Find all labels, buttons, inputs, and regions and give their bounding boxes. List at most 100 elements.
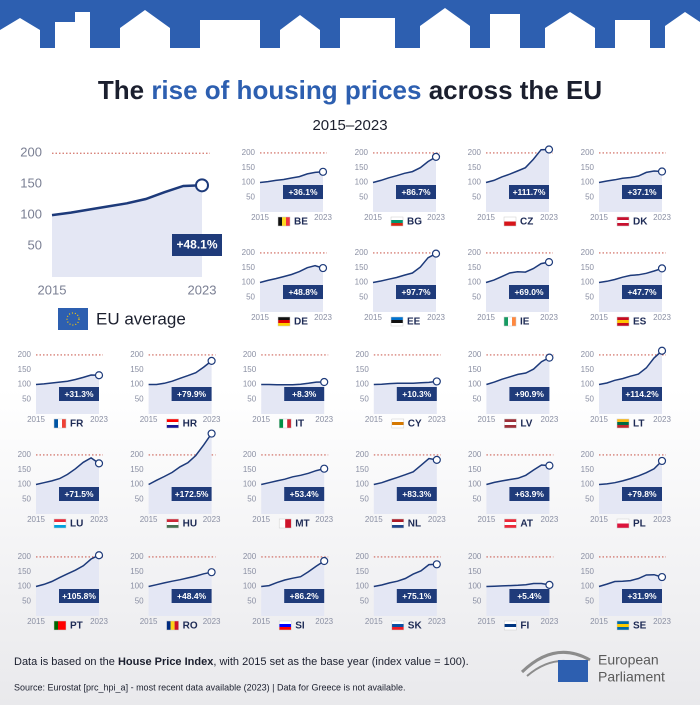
flag-stripe: [617, 425, 629, 428]
chart-name: CY: [408, 419, 422, 430]
y-tick-label: 200: [242, 248, 256, 257]
eu-flag: [58, 308, 88, 330]
ep-logo: European Parliament: [520, 650, 665, 685]
flag-stripe: [617, 519, 629, 524]
growth-label: +79.9%: [177, 389, 207, 399]
chart-name: CZ: [520, 217, 533, 228]
flag-stripe: [58, 419, 62, 428]
growth-box: [59, 387, 99, 401]
flag-stripe: [54, 419, 58, 428]
growth-box: [59, 589, 99, 603]
x-tick-label: 2015: [38, 282, 67, 297]
line: [598, 267, 663, 284]
flag-stripe: [166, 525, 179, 528]
y-tick-label: 150: [130, 567, 144, 576]
y-tick-label: 50: [585, 596, 594, 605]
x-tick-label: 2023: [428, 515, 446, 524]
x-tick-label: 2015: [477, 313, 495, 322]
flag-border: [504, 620, 517, 631]
flag-stripe: [54, 519, 66, 522]
y-tick-label: 150: [468, 567, 482, 576]
flag-stripe: [504, 624, 517, 627]
flag-stripe: [617, 419, 629, 422]
x-tick-label: 2023: [90, 515, 108, 524]
flag-border: [616, 316, 630, 327]
flag-border: [166, 418, 179, 429]
flag-stripe: [617, 624, 629, 627]
eu-stars: [66, 312, 80, 326]
y-tick-label: 200: [18, 350, 32, 359]
end-marker: [320, 556, 329, 566]
growth-label: +83.3%: [402, 489, 432, 499]
line: [373, 457, 437, 486]
flag-stripe: [504, 519, 517, 522]
flag-stripe: [391, 627, 404, 630]
x-tick-label: 2015: [252, 617, 270, 626]
chart-name: SI: [295, 621, 305, 632]
flag-border: [277, 216, 291, 227]
y-tick-label: 200: [355, 552, 369, 561]
y-tick-label: 50: [247, 596, 256, 605]
y-tick-label: 100: [468, 380, 482, 389]
flag-stripe: [617, 323, 629, 326]
y-tick-label: 200: [243, 450, 257, 459]
x-tick-label: 2023: [427, 213, 445, 222]
flag-stripe: [504, 317, 508, 326]
title-highlight: rise of housing prices: [151, 75, 421, 105]
flag-stripe: [391, 323, 403, 326]
y-tick-label: 50: [22, 394, 31, 403]
x-tick-label: 2015: [590, 213, 608, 222]
y-tick-label: 50: [585, 192, 594, 201]
line: [148, 360, 213, 386]
y-tick-label: 100: [581, 582, 595, 591]
flag-stripe: [391, 522, 404, 525]
y-tick-label: 100: [18, 582, 32, 591]
line: [261, 467, 325, 486]
end-marker: [320, 464, 329, 473]
chart-name: IE: [520, 317, 530, 328]
y-tick-label: 200: [468, 350, 482, 359]
end-marker: [545, 353, 554, 362]
end-marker: [657, 456, 667, 466]
growth-label: +31.3%: [64, 389, 94, 399]
chart-name: HR: [183, 419, 198, 430]
flag-stripe: [54, 522, 66, 525]
x-tick-label: 2015: [251, 313, 269, 322]
end-marker: [545, 580, 554, 589]
x-tick-label: 2023: [90, 617, 108, 626]
line: [373, 563, 437, 588]
end-marker: [432, 560, 441, 569]
growth-label: +5.4%: [517, 591, 542, 601]
line: [598, 350, 663, 386]
growth-label: +8.3%: [292, 389, 317, 399]
flag-stripe: [287, 419, 292, 428]
flag-stripe: [617, 422, 629, 425]
y-tick-label: 150: [581, 365, 595, 374]
x-tick-label: 2023: [315, 415, 333, 424]
x-tick-label: 2015: [27, 515, 45, 524]
growth-label: +97.7%: [401, 287, 431, 297]
end-marker: [545, 461, 554, 470]
growth-box: [171, 589, 212, 603]
y-tick-label: 200: [130, 450, 144, 459]
end-marker: [318, 263, 328, 273]
flag-stripe: [54, 525, 66, 528]
chart-name: LV: [520, 419, 532, 430]
x-tick-label: 2015: [140, 415, 158, 424]
line: [35, 374, 100, 386]
flag-stripe: [54, 621, 58, 630]
y-tick-label: 100: [242, 178, 256, 187]
y-tick-label: 50: [472, 494, 481, 503]
y-tick-label: 50: [472, 292, 481, 301]
flag-border: [616, 620, 630, 631]
y-tick-label: 100: [242, 278, 256, 287]
line: [598, 573, 663, 588]
flag-border: [278, 620, 292, 631]
flag-stripe: [391, 217, 403, 220]
x-tick-label: 2023: [541, 515, 559, 524]
end-marker: [195, 178, 209, 193]
flag-border: [53, 620, 67, 631]
title-part: The: [98, 75, 151, 105]
flag-stripe: [391, 320, 403, 323]
